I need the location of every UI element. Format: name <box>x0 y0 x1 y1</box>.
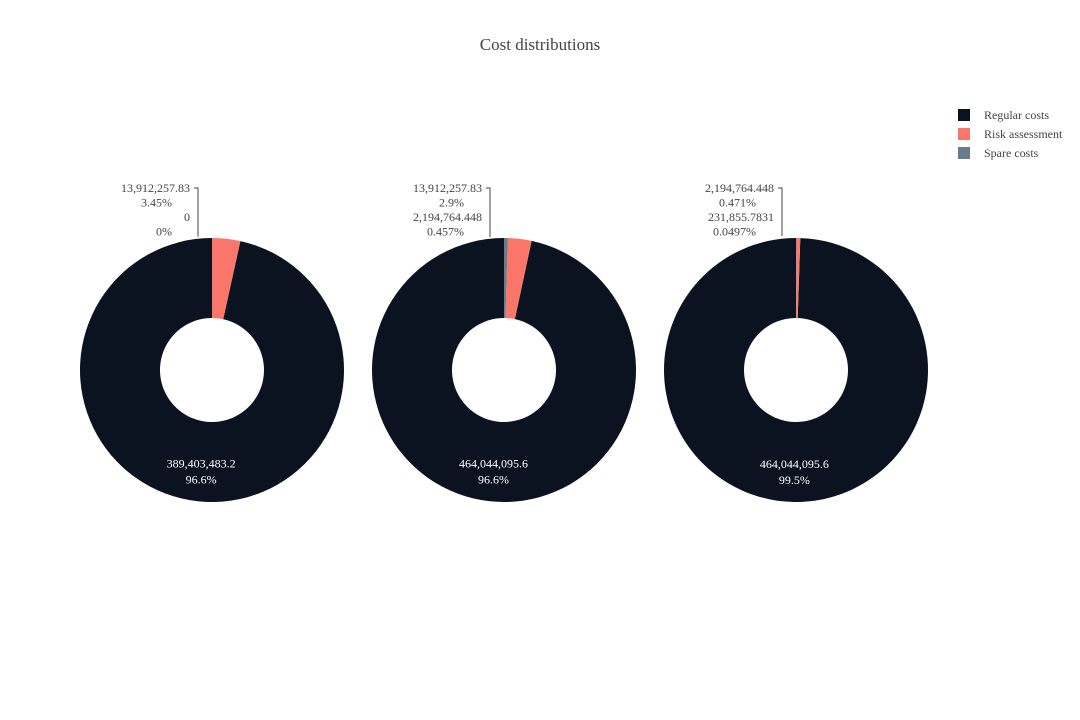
slice-percent-label: 0% <box>156 225 172 239</box>
legend-item-risk-assessment[interactable]: Risk assessment <box>958 127 1063 141</box>
donut-chart-3: 464,044,095.6 99.5% 2,194,764.4480.471%231… <box>663 181 928 503</box>
slice-risk-assessment[interactable] <box>212 238 241 320</box>
slice-percent-label: 3.45% <box>141 196 172 210</box>
leader-line <box>778 187 783 237</box>
slice-value-label: 13,912,257.83 <box>413 181 482 195</box>
slice-percent-label: 99.5% <box>779 473 810 487</box>
slice-value-label: 0 <box>184 210 190 224</box>
slice-percent-label: 96.6% <box>186 472 217 486</box>
legend-swatch <box>958 128 970 140</box>
legend-swatch <box>958 147 970 159</box>
slice-spare-costs[interactable] <box>504 238 508 319</box>
slice-regular-costs[interactable] <box>372 238 637 502</box>
legend-item-spare-costs[interactable]: Spare costs <box>958 146 1039 160</box>
slice-risk-assessment[interactable] <box>796 238 801 319</box>
legend-label: Risk assessment <box>984 127 1063 141</box>
legend-label: Spare costs <box>984 146 1039 160</box>
slice-percent-label: 0.471% <box>719 196 756 210</box>
donut-group: 389,403,483.296.6%13,912,257.833.45%00%4… <box>80 181 928 503</box>
slice-value-label: 2,194,764.448 <box>705 181 774 195</box>
donut-chart-2: 464,044,095.6 96.6% 13,912,257.832.9%2,194… <box>372 181 637 502</box>
leader-line <box>194 187 199 237</box>
slice-value-label: 389,403,483.2 <box>167 456 236 470</box>
slice-value-label: 13,912,257.83 <box>121 181 190 195</box>
leader-line <box>486 187 491 237</box>
slice-percent-label: 0.457% <box>427 225 464 239</box>
slice-percent-label: 96.6% <box>478 472 509 486</box>
slice-regular-costs[interactable] <box>663 238 928 503</box>
slice-regular-costs[interactable] <box>80 238 345 502</box>
slice-risk-assessment[interactable] <box>505 238 532 320</box>
slice-percent-label: 2.9% <box>439 196 464 210</box>
legend-item-regular-costs[interactable]: Regular costs <box>958 108 1049 122</box>
donut-chart-1: 389,403,483.2 96.6% 13,912,257.833.45% 0 0% <box>80 181 345 502</box>
slice-value-label: 231,855.7831 <box>708 210 774 224</box>
slice-value-label: 464,044,095.6 <box>760 457 829 471</box>
chart-title: Cost distributions <box>480 35 600 54</box>
slice-percent-label: 0.0497% <box>713 225 756 239</box>
slice-value-label: 2,194,764.448 <box>413 210 482 224</box>
legend-swatch <box>958 109 970 121</box>
legend-label: Regular costs <box>984 108 1049 122</box>
slice-value-label: 464,044,095.6 <box>459 456 528 470</box>
legend: Regular costs Risk assessment Spare costs <box>958 108 1063 160</box>
